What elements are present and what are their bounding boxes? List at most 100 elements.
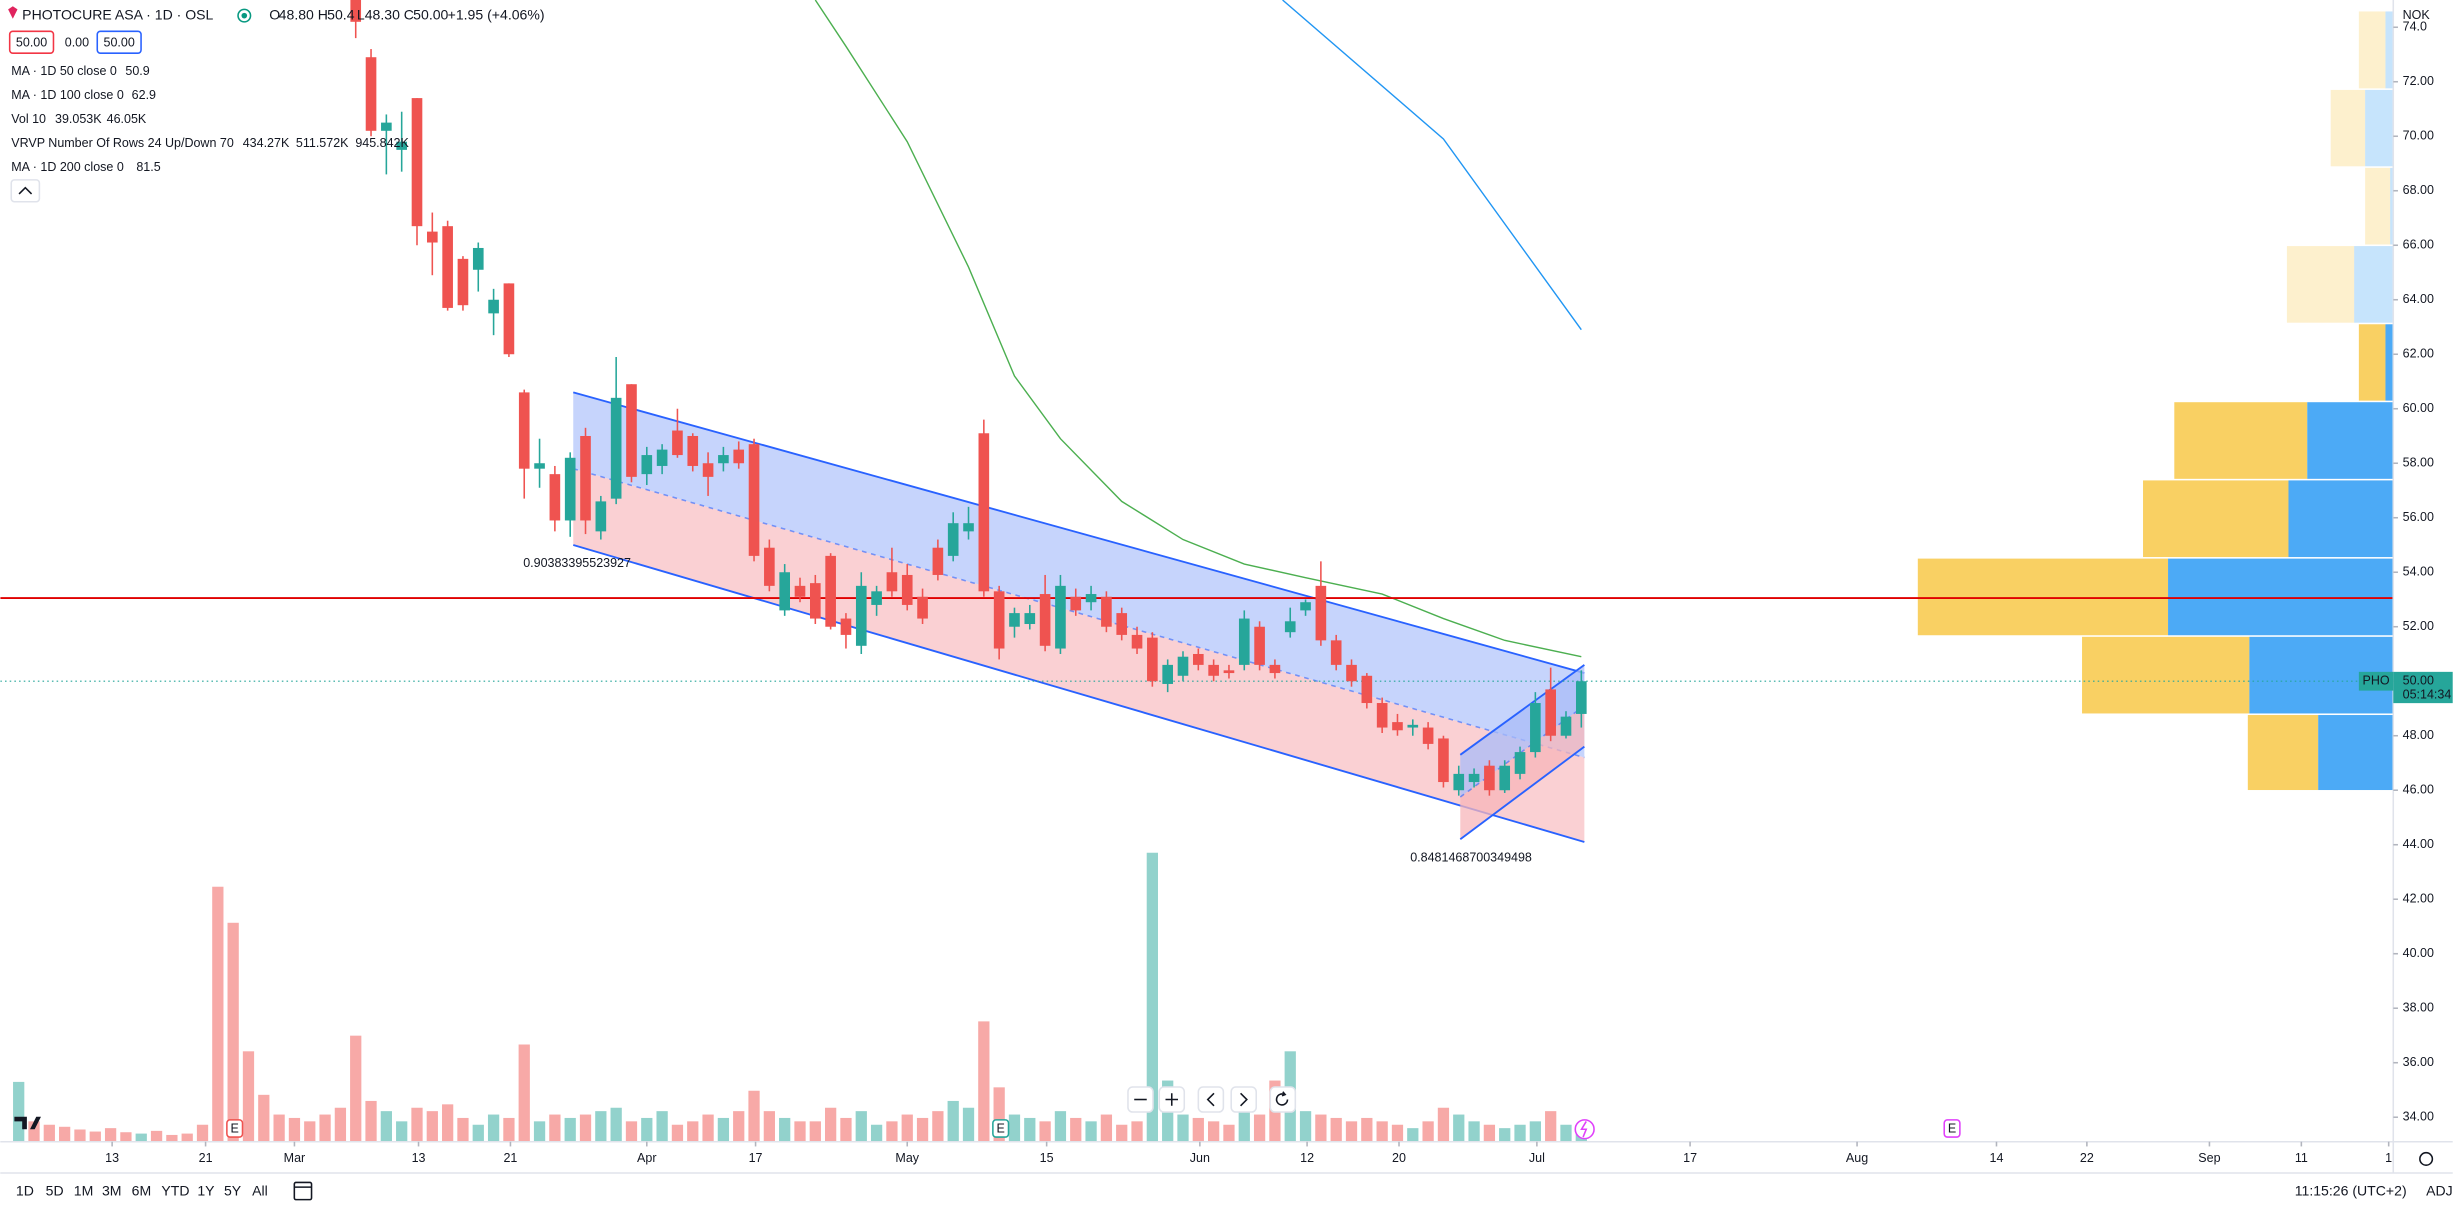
volume-bar	[1499, 1128, 1511, 1142]
candle-body	[1009, 613, 1020, 627]
earnings-label: E	[1948, 1122, 1956, 1136]
volume-bar	[1468, 1121, 1480, 1142]
x-tick-label: 13	[412, 1151, 426, 1165]
reset[interactable]	[1269, 1086, 1297, 1113]
volume-bar	[442, 1104, 454, 1142]
collapse-icon	[18, 186, 33, 195]
candle-body	[641, 455, 653, 475]
y-tick-label: 48.00	[2403, 728, 2434, 742]
earnings-label: E	[231, 1122, 239, 1136]
candle-body	[1039, 594, 1051, 646]
volume-bar	[947, 1100, 959, 1142]
x-tick-label: Jul	[1529, 1151, 1545, 1165]
quote-key: L	[357, 6, 365, 22]
period-button[interactable]: 5D	[46, 1183, 64, 1199]
x-tick-label: 15	[1040, 1151, 1054, 1165]
price-button-label: 50.00	[104, 35, 135, 49]
earnings-marker[interactable]	[1943, 1119, 1961, 1138]
volume-bar	[89, 1131, 101, 1142]
candle-body	[1269, 664, 1281, 674]
volume-bar	[1192, 1117, 1204, 1142]
candle-body	[1238, 618, 1250, 665]
candle-body	[1223, 670, 1235, 674]
volume-bar	[870, 1124, 883, 1142]
candle-body	[733, 449, 745, 464]
x-tick-label: 21	[503, 1151, 517, 1165]
volume-bar	[1514, 1124, 1526, 1142]
y-tick-label: 52.00	[2403, 619, 2434, 633]
volume-bar	[1008, 1114, 1021, 1142]
volume-bar	[595, 1111, 607, 1142]
period-button[interactable]: YTD	[161, 1183, 189, 1199]
collapse-button[interactable]	[10, 179, 41, 203]
adj-button[interactable]: ADJ	[2426, 1183, 2453, 1199]
candle-body	[1192, 653, 1204, 665]
volume-bar	[702, 1114, 714, 1142]
market-status	[237, 8, 252, 23]
candle-body	[809, 583, 821, 619]
y-tick-label: 72.00	[2403, 74, 2434, 88]
candle-body	[442, 226, 453, 308]
volume-bar	[564, 1117, 576, 1142]
candle-body	[718, 455, 729, 464]
y-tick-label: 36.00	[2403, 1055, 2434, 1069]
volume-bar	[104, 1128, 117, 1142]
candle-body	[610, 397, 622, 499]
vp-down	[2358, 11, 2386, 89]
period-button[interactable]: All	[252, 1183, 268, 1199]
period-button[interactable]: 1D	[16, 1183, 34, 1199]
volume-bar	[1131, 1121, 1143, 1142]
zoom-in-icon	[1165, 1093, 1179, 1106]
volume-bar	[1070, 1117, 1082, 1142]
price-button[interactable]	[8, 30, 55, 54]
candle-body	[549, 474, 561, 521]
volume-bar	[1437, 1107, 1450, 1142]
indicator-label: MA · 1D 50 close 0	[11, 64, 117, 78]
indicator-label: MA · 1D 100 close 0	[11, 88, 124, 102]
volume-bar	[916, 1117, 929, 1142]
volume-bar	[350, 1035, 362, 1142]
volume-bar	[288, 1117, 301, 1142]
settings-icon[interactable]	[2419, 1151, 2434, 1166]
vp-up	[2288, 480, 2394, 558]
candle-body	[748, 444, 760, 556]
scroll-left[interactable]	[1197, 1086, 1225, 1113]
candle-body	[518, 392, 530, 469]
candle-body	[1330, 640, 1342, 665]
candle-body	[1392, 722, 1403, 731]
volume-bar	[1253, 1114, 1266, 1142]
period-button[interactable]: 1Y	[197, 1183, 215, 1199]
countdown: 05:14:34	[2403, 688, 2452, 702]
y-tick-label: 54.00	[2403, 565, 2434, 579]
indicator-value: 62.9	[132, 88, 156, 102]
volume-bar	[825, 1107, 837, 1142]
x-tick-label: Aug	[1846, 1151, 1868, 1165]
volume-bar	[1039, 1121, 1051, 1142]
x-tick-label: Sep	[2198, 1151, 2220, 1165]
x-tick-label: 22	[2080, 1151, 2094, 1165]
period-button[interactable]: 5Y	[224, 1183, 242, 1199]
price-button[interactable]	[96, 30, 142, 54]
period-button[interactable]: 3M	[102, 1183, 122, 1199]
candle-body	[855, 585, 867, 646]
x-tick-label: Jun	[1190, 1151, 1210, 1165]
earnings-marker[interactable]	[992, 1119, 1010, 1138]
volume-bar	[533, 1121, 546, 1142]
candle-body	[626, 384, 637, 477]
calendar-icon[interactable]	[293, 1181, 313, 1201]
period-button[interactable]: 1M	[74, 1183, 94, 1199]
candle-body	[794, 585, 806, 597]
period-button[interactable]: 6M	[132, 1183, 152, 1199]
indicator-value: 39.053K	[55, 112, 102, 126]
volume-bar	[319, 1114, 331, 1142]
channel-lower	[1459, 745, 1585, 841]
volume-bar	[717, 1117, 730, 1142]
vp-down	[2082, 636, 2250, 714]
candle-body	[1208, 664, 1219, 676]
scroll-right[interactable]	[1230, 1086, 1257, 1113]
earnings-marker[interactable]	[226, 1119, 244, 1138]
y-tick-label: 44.00	[2403, 837, 2434, 851]
candle-body	[427, 231, 438, 243]
x-tick-label: 17	[749, 1151, 763, 1165]
indicator-value: 434.27K	[243, 136, 290, 150]
